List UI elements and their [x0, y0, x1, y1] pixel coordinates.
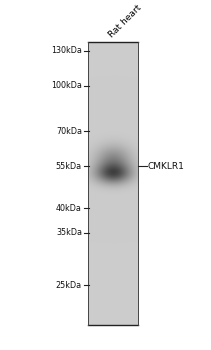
Text: 35kDa: 35kDa [56, 228, 82, 237]
Text: 40kDa: 40kDa [56, 204, 82, 213]
Text: 130kDa: 130kDa [51, 46, 82, 55]
Text: CMKLR1: CMKLR1 [148, 162, 185, 171]
Text: 25kDa: 25kDa [56, 281, 82, 290]
Text: Rat heart: Rat heart [107, 3, 143, 39]
Text: 55kDa: 55kDa [56, 162, 82, 171]
Text: 100kDa: 100kDa [51, 81, 82, 90]
Text: 70kDa: 70kDa [56, 127, 82, 136]
